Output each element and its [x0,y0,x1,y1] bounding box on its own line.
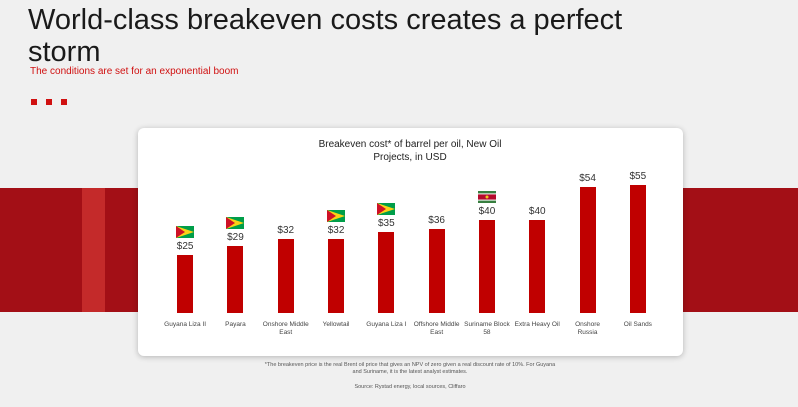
bar [478,219,495,313]
value-label: $55 [629,171,647,182]
x-tick-label: Onshore Russia [575,321,601,336]
dot [31,99,37,105]
value-label: $32 [277,224,295,236]
bar [227,245,244,313]
value-label: $32 [327,224,345,236]
bar [428,229,445,313]
value-label: $54 [579,173,596,185]
flag-guyana [377,202,396,215]
bar [328,238,345,313]
x-tick-label: Guyana Liza I [366,321,407,328]
footnote: *The breakeven price is the real Brent o… [264,362,556,375]
bar [529,219,546,313]
bar [378,231,395,313]
chart-title: Breakeven cost* of barrel per oil, New O… [318,139,502,163]
x-tick-label: Extra Heavy Oil [514,321,560,328]
value-label: $36 [428,215,445,227]
flag-guyana [226,216,245,229]
bar [629,185,646,313]
bar [277,238,294,313]
value-label: $40 [478,205,496,217]
x-tick-label: Offshore Middle East [413,321,460,336]
chart-card: Breakeven cost* of barrel per oil, New O… [138,128,683,356]
x-tick-label: Yellowtail [322,321,350,328]
x-tick-label: Payara [225,321,246,328]
slide-title: World-class breakeven costs creates a pe… [28,4,623,68]
x-tick-label: Guyana Liza II [164,321,207,328]
bar [579,187,596,313]
value-label: $25 [176,240,194,252]
value-label: $29 [227,231,244,243]
flag-guyana [176,225,195,238]
source: Source: Rystad energy, local sources, Cl… [354,384,466,390]
value-label: $35 [378,217,395,229]
x-tick-label: Onshore Middle East [262,321,309,336]
x-tick-label: Oil Sands [623,321,652,328]
bar [177,254,194,313]
flag-suriname [477,190,496,203]
slide-subtitle: The conditions are set for an exponentia… [30,66,239,77]
value-label: $40 [528,205,546,217]
dot [61,99,67,105]
stripe [82,188,105,312]
x-tick-label: Suriname Block 58 [464,321,510,336]
flag-guyana [327,209,346,222]
dot [46,99,52,105]
